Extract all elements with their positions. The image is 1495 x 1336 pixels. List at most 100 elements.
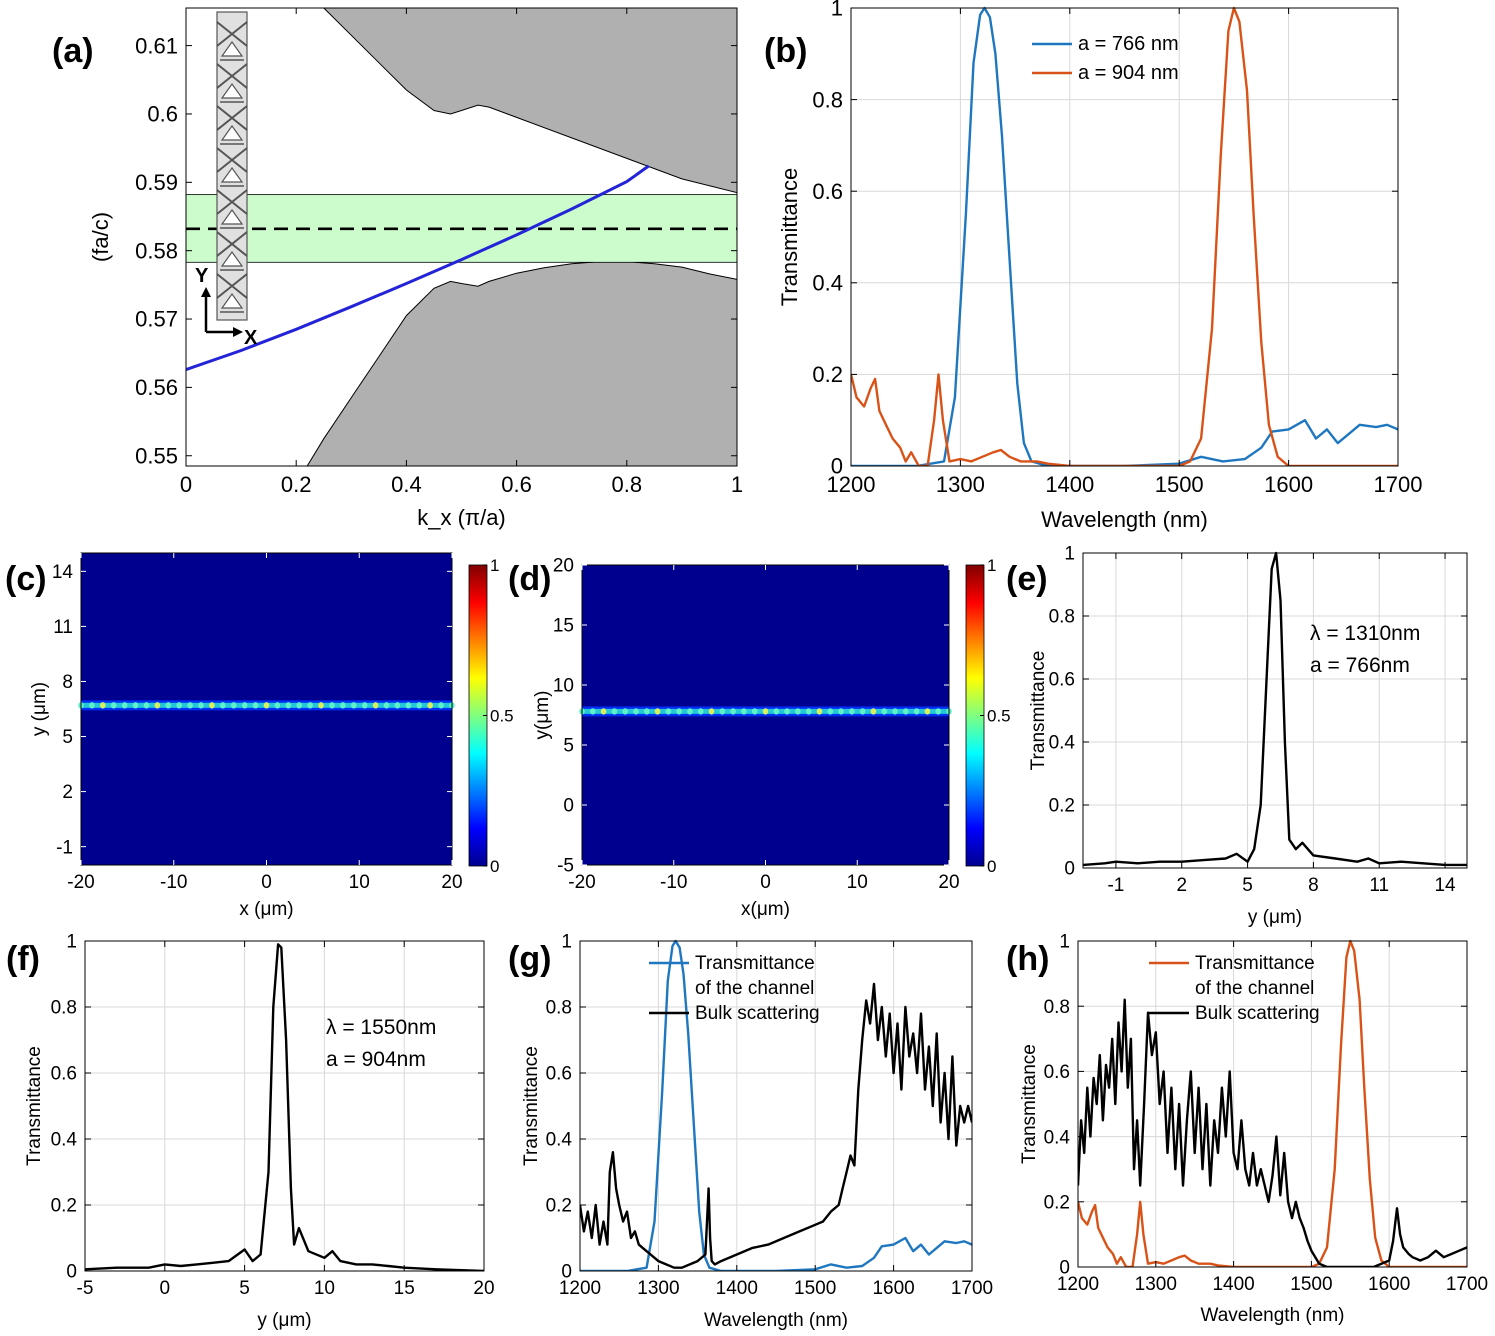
y-tick-label: 0.57 bbox=[135, 307, 178, 332]
x-tick-label: 0 bbox=[180, 472, 192, 497]
x-tick-label: 1400 bbox=[1045, 472, 1094, 497]
inset-triangle-up bbox=[220, 124, 244, 141]
inset-y-arrowhead bbox=[201, 287, 211, 297]
y-tick-label: 0 bbox=[563, 796, 574, 817]
x-tick-label: 10 bbox=[847, 872, 868, 893]
field-hotspot bbox=[121, 702, 128, 709]
x-tick-label: 1500 bbox=[794, 1278, 836, 1299]
x-axis-label: k_x (π/a) bbox=[417, 505, 506, 530]
x-tick-label: 10 bbox=[314, 1278, 335, 1299]
x-axis-label: y (μm) bbox=[257, 1310, 311, 1331]
edge-state-line bbox=[186, 164, 650, 372]
y-axis-label: Transmittance bbox=[1028, 651, 1049, 771]
unit-cell-inset: YX bbox=[195, 11, 258, 349]
y-tick-label: 14 bbox=[52, 562, 74, 583]
field-hotspot bbox=[741, 708, 747, 715]
series-line-0 bbox=[85, 943, 484, 1271]
plot-area-f bbox=[85, 943, 484, 1271]
field-hotspot bbox=[176, 702, 183, 709]
x-tick-label: 1300 bbox=[637, 1278, 679, 1299]
y-tick-label: 0.58 bbox=[135, 238, 178, 263]
x-axis-label: x(μm) bbox=[741, 899, 790, 920]
inset-x-label: X bbox=[244, 327, 258, 349]
series-line-1 bbox=[1078, 998, 1467, 1267]
x-tick-label: -1 bbox=[1107, 875, 1124, 896]
panel-label: (c) bbox=[5, 560, 47, 598]
field-hotspot bbox=[198, 702, 204, 709]
y-tick-label: 0.2 bbox=[51, 1196, 77, 1217]
y-tick-label: 2 bbox=[62, 782, 73, 803]
y-tick-label: 0.2 bbox=[546, 1196, 572, 1217]
y-axis-label: y(μm) bbox=[532, 691, 553, 740]
field-hotspot bbox=[892, 708, 898, 715]
x-tick-label: 1500 bbox=[1155, 472, 1204, 497]
legend-entry: a = 766 nm bbox=[1078, 33, 1179, 55]
field-hotspot bbox=[849, 708, 855, 715]
inset-triangle-up bbox=[220, 292, 244, 309]
plot-frame bbox=[579, 940, 973, 1272]
y-tick-label: 0.2 bbox=[812, 362, 843, 387]
colorbar-tick-label: 0 bbox=[987, 857, 996, 876]
plot-area-g bbox=[580, 939, 972, 1271]
y-tick-label: 0.6 bbox=[1044, 1062, 1070, 1083]
series-line-0 bbox=[851, 6, 1398, 466]
y-tick-label: 0.8 bbox=[1049, 607, 1075, 628]
y-axis-label: Transmittance bbox=[24, 1046, 45, 1166]
field-hotspot bbox=[708, 708, 715, 715]
panel-label: (a) bbox=[52, 32, 94, 70]
field-hotspot bbox=[654, 708, 661, 715]
field-hotspot bbox=[361, 702, 368, 709]
inset-cross bbox=[216, 231, 248, 257]
field-hotspot bbox=[870, 708, 877, 715]
colorbar-tick-label: 1 bbox=[987, 556, 996, 575]
field-hotspot bbox=[438, 702, 444, 709]
panel-label: (g) bbox=[508, 940, 551, 978]
y-tick-label: 0.59 bbox=[135, 170, 178, 195]
field-hotspot bbox=[827, 708, 834, 715]
field-hotspot bbox=[924, 708, 931, 715]
field-hotspot bbox=[296, 702, 303, 709]
y-axis-label: y (μm) bbox=[29, 682, 50, 736]
y-tick-label: 0.6 bbox=[1049, 670, 1075, 691]
field-hotspot bbox=[859, 708, 866, 715]
series-line-0 bbox=[1078, 939, 1467, 1267]
x-tick-label: 1700 bbox=[951, 1278, 993, 1299]
legend-entry: of the channel bbox=[695, 978, 814, 999]
x-tick-label: 1300 bbox=[936, 472, 985, 497]
field-hotspot bbox=[784, 708, 790, 715]
inset-cross bbox=[216, 105, 248, 131]
field-hotspot bbox=[697, 708, 704, 715]
panel-h: 1200 1300 1400 1500 1600 1700 0 0.2 0.4 0.6 0.8 1 (h… bbox=[1006, 932, 1488, 1326]
field-hotspot bbox=[307, 702, 313, 709]
legend-entry: Bulk scattering bbox=[1195, 1003, 1320, 1024]
field-hotspot bbox=[187, 702, 193, 709]
series-line-1 bbox=[580, 982, 972, 1269]
y-tick-label: 0.4 bbox=[812, 271, 843, 296]
y-tick-label: 1 bbox=[831, 0, 843, 21]
colorbar-tick-label: 0.5 bbox=[490, 707, 514, 726]
plot-area-b bbox=[851, 6, 1398, 466]
inset-cross bbox=[216, 21, 248, 47]
field-hotspot bbox=[903, 708, 909, 715]
x-tick-label: 20 bbox=[441, 872, 462, 893]
field-hotspot bbox=[622, 708, 628, 715]
field-hotspot bbox=[350, 702, 357, 709]
x-tick-label: 0 bbox=[760, 872, 771, 893]
colorbar-tick-label: 0.5 bbox=[987, 707, 1011, 726]
field-hotspot bbox=[132, 702, 139, 709]
annotation: λ = 1550nm bbox=[326, 1016, 436, 1039]
plot-area-h bbox=[1078, 939, 1467, 1267]
series-line-0 bbox=[1083, 551, 1467, 867]
y-tick-label: 0 bbox=[66, 1262, 77, 1283]
field-hotspot bbox=[665, 708, 672, 715]
inset-cross bbox=[216, 273, 248, 299]
x-tick-label: 11 bbox=[1369, 875, 1389, 896]
field-hotspot bbox=[762, 708, 769, 715]
y-tick-label: 0.8 bbox=[546, 998, 572, 1019]
y-tick-label: 11 bbox=[53, 617, 73, 638]
x-tick-label: -20 bbox=[67, 872, 94, 893]
y-tick-label: 0 bbox=[561, 1262, 572, 1283]
y-tick-label: 0.4 bbox=[1044, 1127, 1071, 1148]
y-tick-label: -1 bbox=[56, 837, 73, 858]
field-hotspot bbox=[881, 708, 888, 715]
